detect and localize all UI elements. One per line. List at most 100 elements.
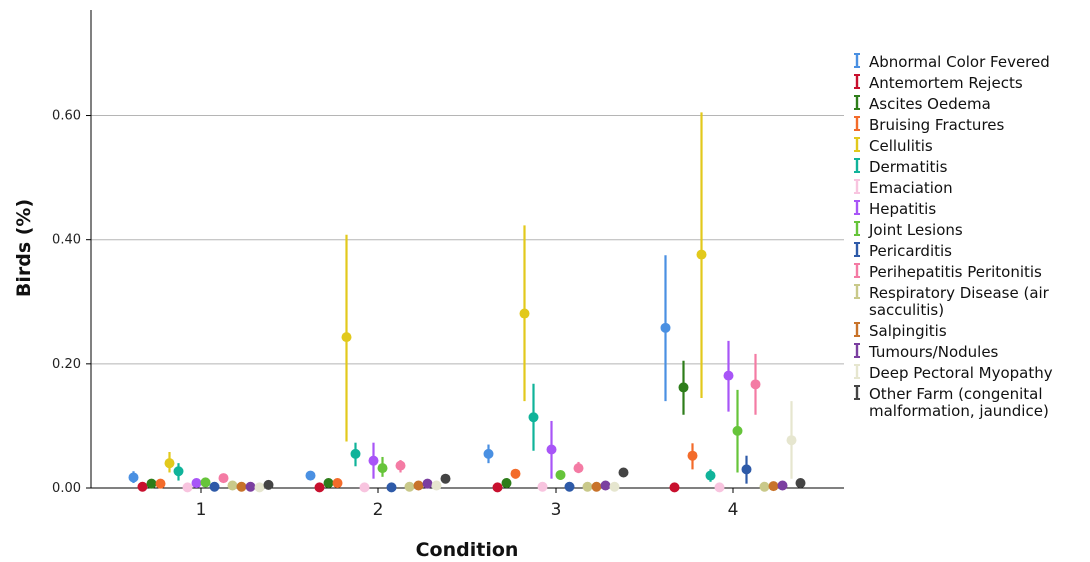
legend-label: Bruising Fractures (869, 116, 1005, 134)
data-point (173, 466, 184, 477)
y-ticks: 0.00 0.20 0.40 0.60 (52, 109, 91, 496)
data-point (732, 425, 743, 436)
legend-label: Respiratory Disease (air (869, 284, 1050, 302)
series-0 (128, 255, 671, 484)
legend-label: Other Farm (congenital (869, 385, 1043, 403)
data-point (314, 482, 325, 493)
legend-item: Antemortem Rejects (854, 74, 1023, 92)
legend-label: Salpingitis (869, 322, 947, 340)
x-tick-label: 2 (373, 500, 384, 520)
y-tick-label: 0.20 (52, 357, 81, 372)
series-5 (173, 383, 716, 482)
data-point (483, 448, 494, 459)
x-tick-label: 4 (728, 500, 739, 520)
legend-item: Pericarditis (854, 242, 952, 260)
legend-item: Hepatitis (854, 200, 936, 218)
data-point (714, 482, 725, 493)
data-point (759, 481, 770, 492)
data-point (678, 382, 689, 393)
legend-item: Salpingitis (854, 322, 947, 340)
legend-item: Dermatitis (854, 158, 948, 176)
data-point (528, 412, 539, 423)
data-point (323, 478, 334, 489)
data-point (377, 463, 388, 474)
data-point (191, 478, 202, 489)
series-9 (209, 455, 752, 493)
data-point (786, 435, 797, 446)
legend-label: sacculitis) (869, 301, 944, 319)
data-point (510, 468, 521, 479)
axes (90, 10, 844, 489)
data-point (440, 473, 451, 484)
series-11 (227, 480, 770, 492)
legend-label: Antemortem Rejects (869, 74, 1023, 92)
data-point (431, 480, 442, 491)
data-point (137, 481, 148, 492)
legend-label: Deep Pectoral Myopathy (869, 364, 1053, 382)
legend-label: malformation, jaundice) (869, 402, 1049, 420)
legend-item: Perihepatitis Peritonitis (854, 263, 1042, 281)
legend-label: Joint Lesions (868, 221, 963, 239)
data-point (501, 478, 512, 489)
x-ticks: 1 2 3 4 (196, 488, 739, 520)
y-tick-label: 0.60 (52, 109, 81, 124)
series-8 (200, 389, 743, 488)
data-point (723, 370, 734, 381)
data-point (591, 481, 602, 492)
data-point (404, 481, 415, 492)
series-15 (263, 467, 806, 490)
data-point (750, 379, 761, 390)
data-point (546, 444, 557, 455)
x-axis-title: Condition (416, 539, 519, 561)
legend-label: Perihepatitis Peritonitis (869, 263, 1042, 281)
y-tick-label: 0.00 (52, 481, 81, 496)
data-point (164, 458, 175, 469)
legend-item: Deep Pectoral Myopathy (854, 364, 1053, 382)
data-point (618, 467, 629, 478)
data-point (705, 470, 716, 481)
data-point (386, 482, 397, 493)
series-13 (245, 478, 788, 492)
data-point (245, 481, 256, 492)
legend-label: Ascites Oedema (869, 95, 991, 113)
data-point (669, 482, 680, 493)
data-point (687, 450, 698, 461)
series-10 (218, 353, 761, 484)
data-point (128, 472, 139, 483)
series-12 (236, 480, 779, 492)
data-point (422, 478, 433, 489)
data-point (395, 460, 406, 471)
data-point (696, 249, 707, 260)
y-tick-label: 0.40 (52, 233, 81, 248)
legend-label: Tumours/Nodules (868, 343, 999, 361)
legend-item: Ascites Oedema (854, 95, 991, 113)
data-point (182, 482, 193, 493)
data-point (555, 469, 566, 480)
data-point (519, 308, 530, 319)
series-4 (164, 112, 707, 473)
data-point (350, 448, 361, 459)
data-point (368, 455, 379, 466)
series-6 (182, 481, 725, 493)
data-marks (128, 112, 806, 493)
legend-item: Emaciation (854, 179, 953, 197)
data-point (777, 480, 788, 491)
data-point (768, 481, 779, 492)
data-point (582, 481, 593, 492)
data-point (660, 322, 671, 333)
data-point (573, 463, 584, 474)
data-point (359, 482, 370, 493)
data-point (218, 473, 229, 484)
legend-label: Abnormal Color Fevered (869, 53, 1050, 71)
data-point (492, 482, 503, 493)
x-tick-label: 3 (551, 500, 562, 520)
data-point (609, 481, 620, 492)
legend-item: Abnormal Color Fevered (854, 53, 1050, 71)
legend-label: Pericarditis (869, 242, 952, 260)
data-point (209, 481, 220, 492)
legend: Abnormal Color Fevered Antemortem Rejects… (854, 53, 1053, 420)
legend-item: Cellulitis (854, 137, 933, 155)
series-7 (191, 340, 734, 489)
data-point (413, 480, 424, 491)
